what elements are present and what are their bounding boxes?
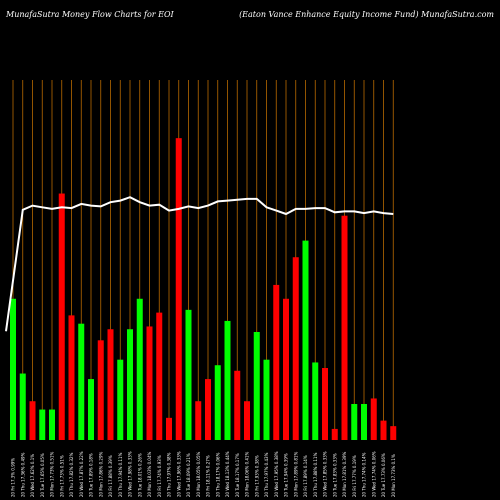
x-tick-label: 20 Thu 17.88% 0.11% — [313, 452, 318, 497]
x-tick-label: 20 Mon 17.89% 0.81% — [293, 452, 298, 497]
money-flow-bar — [175, 138, 182, 440]
money-flow-bar — [361, 404, 367, 440]
x-tick-label: 20 Tue 17.94% 0.39% — [284, 453, 289, 497]
x-tick-label: 20 Thu 17.97% 0.38% — [167, 452, 172, 497]
money-flow-bar — [370, 398, 377, 440]
x-tick-label: 20 Tue 17.73% 0.06% — [381, 453, 386, 497]
x-tick-label: 20 Wed 17.95% 0.38% — [274, 451, 279, 497]
money-flow-bar — [29, 401, 36, 440]
money-flow-bar — [136, 298, 143, 440]
x-tick-label: 20 Fri 17.88% 0.39% — [108, 455, 113, 497]
money-flow-bar — [380, 420, 387, 440]
x-tick-label: 20 Wed 17.87% 0.22% — [79, 451, 84, 497]
x-tick-label: 20 Thu 17.74% 0.14% — [362, 452, 367, 497]
x-tick-label: 20 Wed 17.85% 0.33% — [323, 451, 328, 497]
money-flow-bar — [312, 362, 319, 440]
x-tick-label: 20 Mon 18.05% 0.05% — [196, 452, 201, 497]
x-tick-label: 20 Mon 17.73% 0.51% — [50, 452, 55, 497]
x-tick-label: 20 Tue 18.09% 0.21% — [186, 453, 191, 497]
money-flow-bar — [185, 309, 192, 440]
chart-subtitle: (Eaton Vance Enhance Equity Income Fund)… — [239, 10, 494, 19]
money-flow-bar — [49, 409, 55, 440]
x-tick-label: 20 Mon 17.86% 0.29% — [98, 452, 103, 497]
x-tick-label: 20 Wed 17.98% 0.33% — [128, 451, 133, 497]
money-flow-bar — [273, 284, 280, 440]
x-tick-labels: 20 Fri 17.3% 0.99% 20 Thu 17.36% 0.49% 20 … — [11, 451, 396, 497]
money-flow-bar — [127, 329, 133, 440]
x-tick-label: 20 Thu 17.36% 0.49% — [20, 452, 25, 497]
x-tick-label: 20 Fri 18.11% 0.27% — [206, 455, 211, 497]
x-tick-label: 20 Wed 17.74% 0.06% — [371, 451, 376, 497]
x-tick-label: 20 Thu 18.17% 0.06% — [215, 452, 220, 497]
money-flow-bar — [19, 373, 26, 440]
money-flow-bar — [224, 320, 231, 440]
x-tick-label: 20 Thu 17.94% 0.11% — [118, 452, 123, 497]
money-flow-bar — [331, 428, 338, 440]
money-flow-bar — [195, 401, 202, 440]
money-flow-bar — [341, 215, 348, 440]
money-flow-bar — [10, 298, 16, 440]
x-tick-label: 20 Fri 17.74% 0.93% — [157, 455, 162, 497]
x-tick-label: 20 Fri 17.73% 0.51% — [59, 455, 64, 497]
x-tick-label: 20 Fri 17.93% 0.38% — [254, 455, 259, 497]
money-flow-bars — [10, 138, 397, 440]
x-tick-label: 20 Mon 17.81% 0.39% — [342, 452, 347, 497]
money-flow-bar — [214, 365, 221, 440]
x-tick-label: 20 Fri 17.89% 0.14% — [303, 455, 308, 497]
x-tick-label: 20 Wed 17.96% 0.33% — [176, 451, 181, 497]
x-tick-label: 20 Thu 17.82% 0.32% — [69, 452, 74, 497]
money-flow-bar — [97, 340, 104, 440]
x-tick-label: 20 Fri 17.77% 0.19% — [352, 455, 357, 497]
x-tick-label: 20 Mon 17.73% 0.1% — [391, 454, 396, 497]
x-tick-label: 20 Wed 18.13% 0.44% — [225, 451, 230, 497]
price-line — [5, 196, 394, 332]
money-flow-bar — [58, 193, 65, 440]
x-tick-label: 20 Mon 18.06% 0.41% — [245, 452, 250, 497]
money-flow-bar — [253, 332, 260, 440]
money-flow-bar — [68, 315, 75, 440]
x-tick-label: 20 Tue 17.89% 0.18% — [89, 453, 94, 497]
x-tick-label: 20 Thu 17.97% 0.43% — [264, 452, 269, 497]
money-flow-bar — [322, 368, 328, 440]
x-tick-label: 20 Tue 18.01% 0.26% — [137, 453, 142, 497]
x-tick-label: 20 Tue 17.83% 0.33% — [332, 453, 337, 497]
money-flow-bar — [166, 417, 172, 440]
money-flow-bar — [302, 240, 309, 440]
x-tick-label: 20 Tue 17.65% 0.05% — [40, 453, 45, 497]
money-flow-bar — [156, 312, 163, 440]
x-tick-label: 20 Tue 18.17% 0.17% — [235, 453, 240, 497]
chart-title: MunafaSutra Money Flow Charts for EOI — [6, 10, 174, 19]
money-flow-bar — [263, 359, 270, 440]
x-tick-label: 20 Fri 17.3% 0.99% — [11, 458, 16, 497]
money-flow-bar — [351, 404, 358, 440]
money-flow-bar — [88, 379, 94, 440]
money-flow-bar — [244, 401, 250, 440]
money-flow-bar — [39, 409, 46, 440]
money-flow-bar — [234, 370, 241, 440]
money-flow-bar — [292, 257, 299, 440]
money-flow-bar — [146, 326, 153, 440]
money-flow-bar — [205, 379, 211, 440]
money-flow-bar — [117, 359, 124, 440]
x-tick-label: 20 Mon 18.03% 0.04% — [147, 452, 152, 497]
money-flow-bar — [107, 329, 114, 440]
money-flow-bar — [78, 323, 85, 440]
money-flow-bar — [283, 298, 289, 440]
money-flow-bar — [390, 426, 397, 440]
x-tick-label: 20 Wed 17.62% 0.1% — [30, 454, 35, 497]
